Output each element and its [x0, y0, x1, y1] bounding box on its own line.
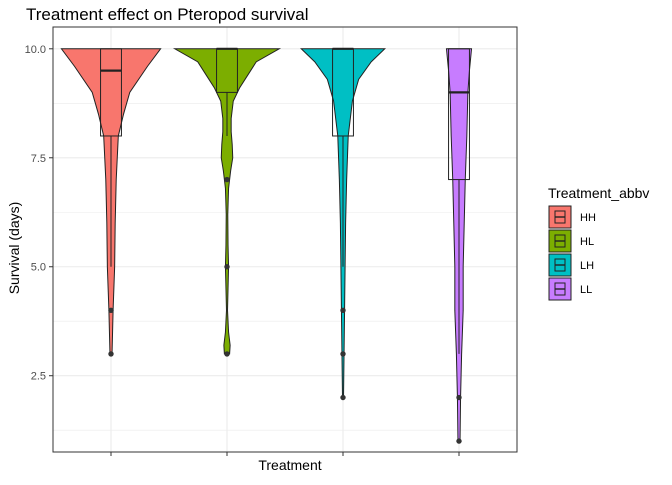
plot-background: [53, 27, 517, 452]
legend-label-ll: LL: [580, 284, 592, 296]
axes: 2.5 5.0 7.5 10.0: [25, 26, 518, 456]
y-tick-label: 7.5: [31, 153, 46, 165]
y-tick-label: 5.0: [31, 262, 46, 274]
box-hh: [100, 48, 122, 137]
outlier-point-hl: [224, 176, 230, 183]
y-tick-label: 2.5: [31, 371, 46, 383]
outlier-point-hl: [224, 351, 230, 357]
legend-label-lh: LH: [580, 260, 594, 272]
outlier-point-ll: [456, 394, 462, 401]
chart-title: Treatment effect on Pteropod survival: [26, 5, 309, 24]
legend-label-hl: HL: [580, 236, 594, 248]
legend-title: Treatment_abbv: [548, 185, 649, 201]
legend-label-hh: HH: [580, 212, 596, 224]
outlier-point-lh: [340, 394, 346, 401]
outlier-point-hl: [224, 264, 230, 270]
violins: [60, 47, 473, 444]
y-tick-label: 10.0: [25, 44, 46, 56]
outlier-point-ll: [456, 438, 462, 444]
x-axis-label: Treatment: [258, 457, 321, 473]
plot-panel: [53, 27, 517, 452]
legend: Treatment_abbv HH HL LH LL: [548, 185, 649, 301]
box-ll: [448, 48, 470, 181]
outlier-point-hh: [108, 351, 114, 357]
y-axis-label: Survival (days): [6, 202, 22, 295]
outlier-point-hh: [108, 307, 114, 314]
plot-border: [52, 26, 518, 453]
outlier-point-lh: [340, 307, 346, 314]
outlier-point-lh: [340, 351, 346, 357]
